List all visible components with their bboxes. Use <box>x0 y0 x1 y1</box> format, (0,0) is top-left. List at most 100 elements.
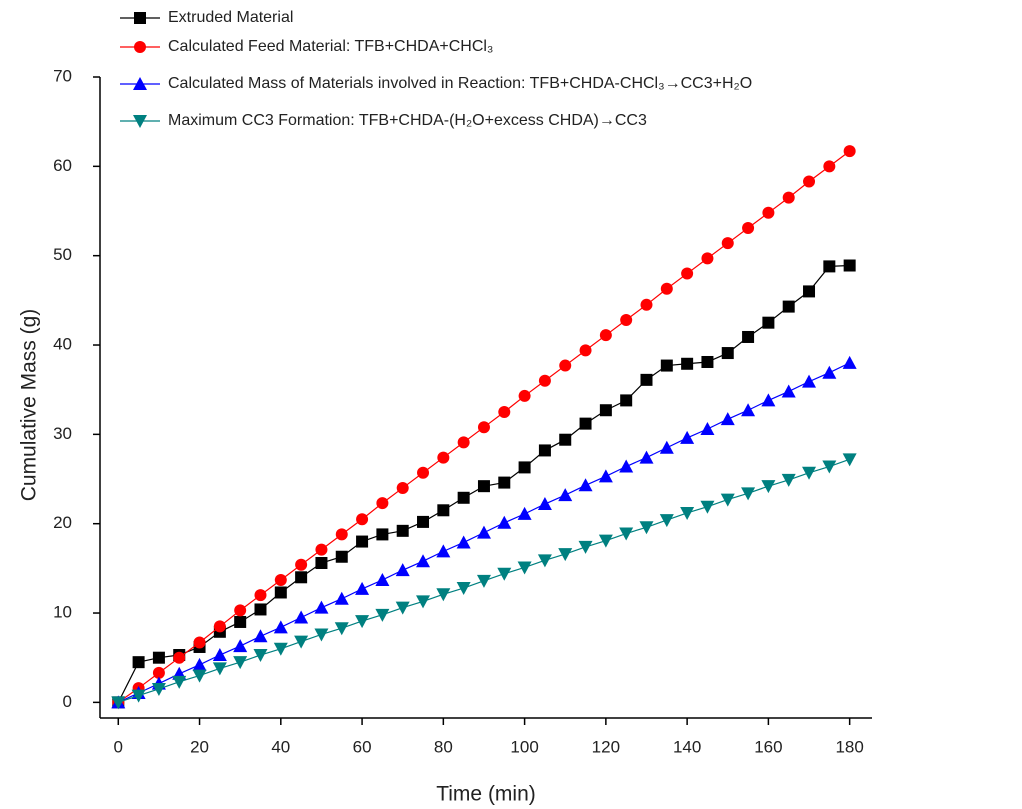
marker <box>620 394 633 407</box>
y-tick-label: 20 <box>53 513 72 532</box>
marker <box>315 556 328 569</box>
marker <box>152 666 165 679</box>
marker <box>192 669 207 683</box>
marker <box>782 191 795 204</box>
marker <box>335 550 348 563</box>
marker <box>762 206 775 219</box>
marker <box>842 355 857 369</box>
marker <box>680 430 695 444</box>
marker <box>700 421 715 435</box>
marker <box>395 601 410 615</box>
marker <box>193 636 206 649</box>
marker <box>234 604 247 617</box>
marker <box>437 451 450 464</box>
marker <box>518 389 531 402</box>
marker <box>233 656 248 670</box>
marker <box>254 589 267 602</box>
legend-label: Maximum CC3 Formation: TFB+CHDA-(H₂O+exc… <box>168 112 647 129</box>
marker <box>517 506 532 520</box>
marker <box>356 535 369 548</box>
marker <box>578 540 593 554</box>
marker <box>437 504 450 517</box>
marker <box>477 480 490 493</box>
marker <box>395 563 410 577</box>
marker <box>640 298 653 311</box>
marker <box>152 651 165 664</box>
marker <box>742 221 755 234</box>
marker <box>273 642 288 656</box>
marker <box>639 450 654 464</box>
marker <box>436 588 451 602</box>
marker <box>314 628 329 642</box>
marker <box>356 513 369 526</box>
x-tick-label: 40 <box>271 737 290 756</box>
marker <box>762 316 775 329</box>
marker <box>436 544 451 558</box>
marker <box>335 528 348 541</box>
marker <box>559 433 572 446</box>
marker <box>416 595 431 609</box>
marker <box>701 355 714 368</box>
marker <box>212 648 227 662</box>
marker <box>172 675 187 689</box>
marker <box>518 461 531 474</box>
marker <box>396 481 409 494</box>
marker <box>538 444 551 457</box>
marker <box>802 466 817 480</box>
x-axis-title: Time (min) <box>436 783 536 806</box>
marker <box>701 252 714 265</box>
marker <box>396 524 409 537</box>
marker <box>782 300 795 313</box>
marker <box>477 421 490 434</box>
marker <box>558 548 573 562</box>
marker <box>294 610 309 624</box>
marker <box>781 473 796 487</box>
marker <box>578 478 593 492</box>
marker <box>823 260 836 273</box>
marker <box>659 514 674 528</box>
marker <box>456 582 471 596</box>
marker <box>700 500 715 514</box>
marker <box>417 515 430 528</box>
marker <box>803 285 816 298</box>
marker <box>579 417 592 430</box>
marker <box>457 436 470 449</box>
marker <box>680 506 695 520</box>
marker <box>822 460 837 474</box>
y-tick-label: 0 <box>63 692 72 711</box>
marker <box>781 384 796 398</box>
marker <box>741 487 756 501</box>
marker <box>476 525 491 539</box>
marker <box>375 572 390 586</box>
marker <box>843 145 856 158</box>
marker <box>456 535 471 549</box>
marker <box>295 571 308 584</box>
marker <box>742 330 755 343</box>
marker <box>599 329 612 342</box>
marker <box>273 620 288 634</box>
marker <box>619 459 634 473</box>
legend-marker <box>134 41 146 53</box>
marker <box>720 412 735 426</box>
marker <box>802 374 817 388</box>
marker <box>620 313 633 326</box>
marker <box>497 515 512 529</box>
x-tick-label: 160 <box>754 737 782 756</box>
marker <box>334 591 349 605</box>
x-tick-label: 0 <box>114 737 123 756</box>
marker <box>173 651 186 664</box>
marker <box>538 374 551 387</box>
x-tick-label: 60 <box>353 737 372 756</box>
legend-marker <box>133 115 147 128</box>
marker <box>212 662 227 676</box>
y-tick-label: 30 <box>53 424 72 443</box>
marker <box>253 629 268 643</box>
marker <box>681 357 694 370</box>
y-tick-label: 40 <box>53 334 72 353</box>
marker <box>619 527 634 541</box>
marker <box>517 561 532 575</box>
y-axis-title: Cumulative Mass (g) <box>18 309 41 502</box>
legend-label: Extruded Material <box>168 9 293 26</box>
legend-label: Calculated Mass of Materials involved in… <box>168 75 752 92</box>
